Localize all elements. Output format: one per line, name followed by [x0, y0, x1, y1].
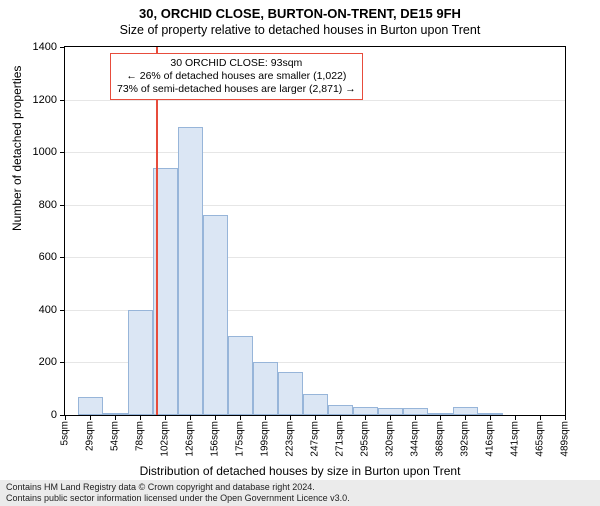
marker-line [156, 47, 158, 415]
xtick [115, 415, 116, 420]
ytick [60, 47, 65, 48]
xtick [365, 415, 366, 420]
ytick [60, 205, 65, 206]
xtick-label: 247sqm [310, 421, 321, 457]
xtick [240, 415, 241, 420]
xtick-label: 441sqm [510, 421, 521, 457]
xtick [65, 415, 66, 420]
xtick-label: 29sqm [85, 421, 96, 451]
xtick [565, 415, 566, 420]
histogram-bar [203, 215, 228, 415]
ytick-label: 200 [39, 356, 57, 368]
xtick-label: 368sqm [435, 421, 446, 457]
xtick-label: 223sqm [285, 421, 296, 457]
ytick [60, 362, 65, 363]
y-axis-label-text: Number of detached properties [10, 66, 24, 231]
annotation-line2: ← 26% of detached houses are smaller (1,… [117, 70, 356, 83]
xtick-label: 320sqm [385, 421, 396, 457]
xtick-label: 199sqm [260, 421, 271, 457]
xtick-label: 78sqm [135, 421, 146, 451]
xtick [415, 415, 416, 420]
ytick-label: 1400 [33, 41, 57, 53]
histogram-bar [178, 127, 203, 415]
xtick [140, 415, 141, 420]
xtick [490, 415, 491, 420]
xtick [390, 415, 391, 420]
histogram-bar [253, 362, 278, 415]
xtick-label: 102sqm [160, 421, 171, 457]
ytick [60, 100, 65, 101]
ytick [60, 257, 65, 258]
xtick [540, 415, 541, 420]
xtick [290, 415, 291, 420]
histogram-bar [353, 407, 378, 415]
ytick-label: 800 [39, 199, 57, 211]
xtick-label: 156sqm [210, 421, 221, 457]
histogram-bar [228, 336, 253, 415]
xtick [90, 415, 91, 420]
footer-line2: Contains public sector information licen… [6, 493, 594, 504]
plot-area: 02004006008001000120014005sqm29sqm54sqm7… [64, 46, 566, 416]
ytick-label: 0 [51, 409, 57, 421]
ytick-label: 1000 [33, 146, 57, 158]
xtick-label: 392sqm [460, 421, 471, 457]
histogram-bar [428, 413, 453, 415]
gridline [65, 257, 565, 258]
xtick [515, 415, 516, 420]
histogram-bar [278, 372, 303, 415]
chart-container: 30, ORCHID CLOSE, BURTON-ON-TRENT, DE15 … [0, 6, 600, 506]
ytick-label: 600 [39, 251, 57, 263]
xtick-label: 344sqm [410, 421, 421, 457]
histogram-bar [378, 408, 403, 415]
xtick [315, 415, 316, 420]
xtick-label: 416sqm [485, 421, 496, 457]
histogram-bar [403, 408, 428, 415]
y-axis-label: Number of detached properties [10, 66, 24, 231]
xtick [440, 415, 441, 420]
ytick-label: 1200 [33, 94, 57, 106]
xtick-label: 175sqm [235, 421, 246, 457]
xtick [340, 415, 341, 420]
histogram-bar [103, 413, 128, 415]
histogram-bar [128, 310, 153, 415]
xtick-label: 489sqm [560, 421, 571, 457]
ytick [60, 310, 65, 311]
xtick-label: 54sqm [110, 421, 121, 451]
histogram-bar [478, 413, 503, 415]
xtick-label: 271sqm [335, 421, 346, 457]
xtick [215, 415, 216, 420]
chart-subtitle: Size of property relative to detached ho… [0, 23, 600, 37]
xtick-label: 465sqm [535, 421, 546, 457]
xtick-label: 5sqm [60, 421, 71, 445]
gridline [65, 205, 565, 206]
xtick [190, 415, 191, 420]
x-axis-label: Distribution of detached houses by size … [0, 464, 600, 478]
histogram-bar [303, 394, 328, 415]
chart-title: 30, ORCHID CLOSE, BURTON-ON-TRENT, DE15 … [0, 6, 600, 21]
gridline [65, 152, 565, 153]
annotation-box: 30 ORCHID CLOSE: 93sqm ← 26% of detached… [110, 53, 363, 100]
xtick [465, 415, 466, 420]
histogram-bar [78, 397, 103, 415]
ytick-label: 400 [39, 304, 57, 316]
ytick [60, 152, 65, 153]
footer-line1: Contains HM Land Registry data © Crown c… [6, 482, 594, 493]
annotation-line1: 30 ORCHID CLOSE: 93sqm [117, 57, 356, 70]
histogram-bar [328, 405, 353, 416]
annotation-line3: 73% of semi-detached houses are larger (… [117, 83, 356, 96]
xtick-label: 126sqm [185, 421, 196, 457]
xtick [165, 415, 166, 420]
histogram-bar [453, 407, 478, 415]
xtick-label: 295sqm [360, 421, 371, 457]
footer: Contains HM Land Registry data © Crown c… [0, 480, 600, 506]
xtick [265, 415, 266, 420]
